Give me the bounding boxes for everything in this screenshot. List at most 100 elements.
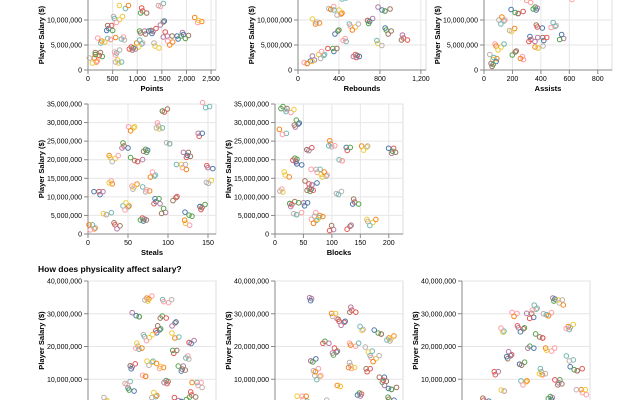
data-point[interactable]: [380, 377, 387, 384]
data-point[interactable]: [132, 361, 139, 367]
data-point[interactable]: [279, 131, 286, 138]
data-point[interactable]: [375, 330, 382, 336]
data-point[interactable]: [521, 325, 528, 331]
data-point[interactable]: [164, 380, 170, 387]
data-point[interactable]: [533, 7, 540, 13]
data-point[interactable]: [180, 149, 187, 156]
data-point[interactable]: [295, 199, 302, 206]
data-point[interactable]: [280, 189, 286, 195]
data-point[interactable]: [370, 219, 376, 226]
data-point[interactable]: [404, 37, 411, 43]
data-point[interactable]: [293, 211, 300, 218]
data-point[interactable]: [127, 127, 134, 134]
data-point[interactable]: [172, 335, 178, 341]
data-point[interactable]: [86, 222, 92, 228]
data-point[interactable]: [309, 144, 315, 151]
data-point[interactable]: [118, 59, 125, 65]
data-point[interactable]: [153, 25, 159, 32]
data-point[interactable]: [315, 365, 322, 372]
data-point[interactable]: [582, 386, 589, 393]
data-point[interactable]: [351, 364, 358, 371]
data-point[interactable]: [174, 193, 180, 200]
data-point[interactable]: [357, 393, 364, 399]
data-point[interactable]: [560, 302, 567, 308]
data-point[interactable]: [134, 181, 140, 187]
data-point[interactable]: [347, 144, 354, 151]
data-point[interactable]: [375, 4, 381, 10]
data-point[interactable]: [117, 223, 123, 229]
data-point[interactable]: [106, 180, 112, 186]
data-point[interactable]: [378, 331, 385, 337]
data-point[interactable]: [109, 27, 116, 34]
data-point[interactable]: [317, 373, 323, 380]
data-point[interactable]: [162, 29, 169, 35]
data-point[interactable]: [569, 0, 575, 3]
data-point[interactable]: [153, 360, 160, 367]
data-point[interactable]: [532, 44, 538, 50]
data-point[interactable]: [353, 54, 360, 61]
data-point[interactable]: [540, 310, 547, 317]
data-point[interactable]: [112, 34, 119, 41]
data-point[interactable]: [481, 397, 487, 400]
data-point[interactable]: [511, 313, 517, 320]
data-point[interactable]: [124, 381, 130, 388]
data-point[interactable]: [356, 53, 363, 60]
data-point[interactable]: [348, 304, 354, 310]
data-point[interactable]: [156, 126, 163, 132]
data-point[interactable]: [489, 63, 495, 70]
data-point[interactable]: [363, 365, 369, 372]
data-point[interactable]: [151, 40, 157, 46]
data-point[interactable]: [534, 34, 541, 41]
data-point[interactable]: [338, 188, 345, 195]
data-point[interactable]: [337, 383, 344, 390]
data-point[interactable]: [326, 227, 333, 234]
data-point[interactable]: [186, 356, 192, 362]
data-point[interactable]: [157, 200, 163, 207]
data-point[interactable]: [169, 39, 176, 45]
data-point[interactable]: [139, 156, 146, 163]
data-point[interactable]: [191, 337, 197, 344]
data-point[interactable]: [290, 210, 297, 217]
data-point[interactable]: [491, 368, 498, 375]
data-point[interactable]: [86, 55, 93, 61]
data-point[interactable]: [143, 187, 150, 193]
data-point[interactable]: [558, 31, 565, 38]
data-point[interactable]: [339, 10, 345, 16]
data-point[interactable]: [399, 32, 406, 38]
data-point[interactable]: [129, 309, 135, 316]
data-point[interactable]: [335, 28, 341, 34]
data-point[interactable]: [149, 169, 156, 175]
data-point[interactable]: [517, 329, 524, 335]
data-point[interactable]: [139, 372, 146, 379]
data-point[interactable]: [317, 166, 323, 173]
data-point[interactable]: [139, 184, 146, 190]
data-point[interactable]: [159, 125, 166, 131]
data-point[interactable]: [523, 310, 530, 317]
data-point[interactable]: [161, 18, 168, 24]
data-point[interactable]: [181, 217, 188, 224]
data-point[interactable]: [163, 139, 170, 146]
data-point[interactable]: [539, 25, 546, 31]
data-point[interactable]: [157, 363, 164, 370]
data-point[interactable]: [388, 28, 394, 34]
data-point[interactable]: [352, 24, 359, 30]
data-point[interactable]: [104, 22, 111, 29]
data-point[interactable]: [157, 325, 164, 332]
data-point[interactable]: [126, 46, 133, 52]
data-point[interactable]: [152, 327, 159, 334]
data-point[interactable]: [370, 358, 376, 365]
data-point[interactable]: [310, 187, 316, 194]
data-point[interactable]: [331, 48, 337, 55]
data-point[interactable]: [134, 158, 141, 165]
data-point[interactable]: [184, 152, 191, 159]
data-point[interactable]: [535, 45, 541, 51]
data-point[interactable]: [122, 5, 129, 12]
data-point[interactable]: [89, 222, 96, 228]
data-point[interactable]: [527, 0, 534, 6]
data-point[interactable]: [168, 296, 175, 303]
data-point[interactable]: [175, 397, 182, 400]
data-point[interactable]: [537, 365, 544, 372]
data-point[interactable]: [379, 42, 385, 49]
data-point[interactable]: [143, 149, 150, 156]
data-point[interactable]: [191, 14, 198, 21]
